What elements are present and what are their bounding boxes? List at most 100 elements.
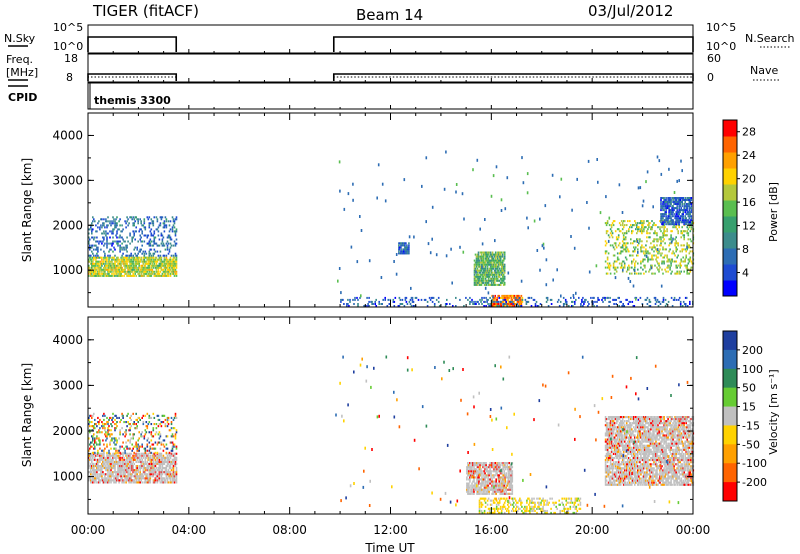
echo-cell (573, 246, 576, 250)
echo-cell (122, 433, 124, 436)
echo-cell (102, 224, 104, 227)
echo-cell (503, 251, 506, 254)
echo-cell (92, 220, 94, 223)
echo-cell (126, 264, 128, 267)
echo-cell (110, 260, 112, 263)
echo-cell (352, 182, 354, 186)
echo-cell (115, 471, 117, 474)
echo-cell (142, 465, 145, 468)
echo-cell (153, 216, 156, 219)
echo-cell (687, 228, 690, 231)
echo-cell (166, 244, 169, 247)
echo-cell (124, 460, 126, 463)
echo-cell (89, 266, 91, 269)
echo-cell (125, 429, 127, 432)
echo-cell (175, 260, 178, 263)
echo-cell (479, 257, 482, 260)
echo-cell (497, 251, 500, 254)
echo-cell (625, 230, 628, 233)
echo-cell (157, 274, 160, 277)
echo-cell (160, 460, 163, 463)
echo-cell (158, 473, 161, 476)
echo-cell (92, 435, 94, 438)
echo-cell (672, 298, 675, 301)
echo-cell (152, 258, 155, 261)
echo-cell (493, 303, 495, 305)
echo-cell (95, 244, 97, 247)
echo-cell (110, 454, 112, 457)
echo-cell (500, 261, 503, 264)
echo-cell (137, 218, 139, 221)
echo-cell (90, 458, 92, 461)
echo-cell (103, 238, 105, 241)
echo-cell (489, 482, 491, 485)
echo-cell (687, 232, 690, 235)
echo-cell (168, 248, 171, 251)
echo-cell (686, 245, 688, 249)
echo-cell (113, 452, 115, 455)
echo-cell (150, 473, 153, 476)
echo-cell (672, 223, 674, 226)
echo-cell (484, 464, 486, 467)
echo-cell (95, 258, 97, 261)
echo-cell (142, 471, 145, 474)
echo-cell (486, 267, 489, 270)
echo-cell (174, 258, 177, 261)
echo-cell (138, 230, 140, 233)
echo-cell (664, 221, 666, 224)
echo-cell (672, 221, 674, 224)
echo-cell (690, 222, 693, 225)
echo-cell (159, 473, 162, 476)
echo-cell (491, 478, 493, 481)
echo-cell (136, 475, 138, 478)
echo-cell (576, 177, 578, 181)
echo-cell (468, 472, 470, 475)
echo-cell (683, 234, 685, 237)
echo-cell (142, 256, 145, 259)
echo-cell (487, 490, 489, 493)
echo-cell (503, 269, 506, 272)
echo-cell (159, 462, 162, 465)
echo-cell (95, 260, 97, 263)
echo-cell (519, 296, 522, 299)
echo-cell (474, 275, 477, 278)
echo-cell (152, 429, 155, 432)
echo-cell (628, 264, 630, 267)
echo-cell (389, 298, 392, 301)
echo-cell (498, 267, 501, 270)
echo-cell (143, 467, 146, 470)
echo-cell (136, 467, 138, 470)
echo-cell (116, 270, 118, 273)
echo-cell (680, 197, 682, 199)
echo-cell (675, 203, 677, 205)
echo-cell (97, 250, 99, 253)
echo-cell (175, 230, 178, 233)
echo-cell (95, 240, 97, 243)
echo-cell (512, 300, 515, 303)
echo-cell (661, 252, 663, 255)
echo-cell (137, 272, 139, 275)
echo-cell (168, 458, 171, 461)
echo-cell (624, 244, 627, 247)
echo-cell (675, 213, 677, 216)
echo-cell (133, 248, 135, 251)
echo-cell (138, 479, 140, 482)
echo-cell (111, 244, 113, 247)
echo-cell (482, 273, 485, 276)
echo-cell (103, 451, 105, 454)
echo-cell (614, 298, 616, 301)
echo-cell (103, 258, 105, 261)
echo-cell (405, 250, 407, 253)
echo-cell (473, 265, 476, 268)
echo-cell (477, 275, 480, 278)
echo-cell (606, 220, 609, 223)
echo-cell (466, 490, 468, 493)
colorbar-swatch (723, 152, 737, 169)
echo-cell (495, 303, 497, 305)
echo-cell (496, 261, 499, 264)
echo-cell (503, 263, 506, 266)
echo-cell (484, 251, 487, 254)
echo-cell (159, 423, 162, 426)
echo-cell (93, 465, 95, 468)
echo-cell (512, 303, 515, 305)
